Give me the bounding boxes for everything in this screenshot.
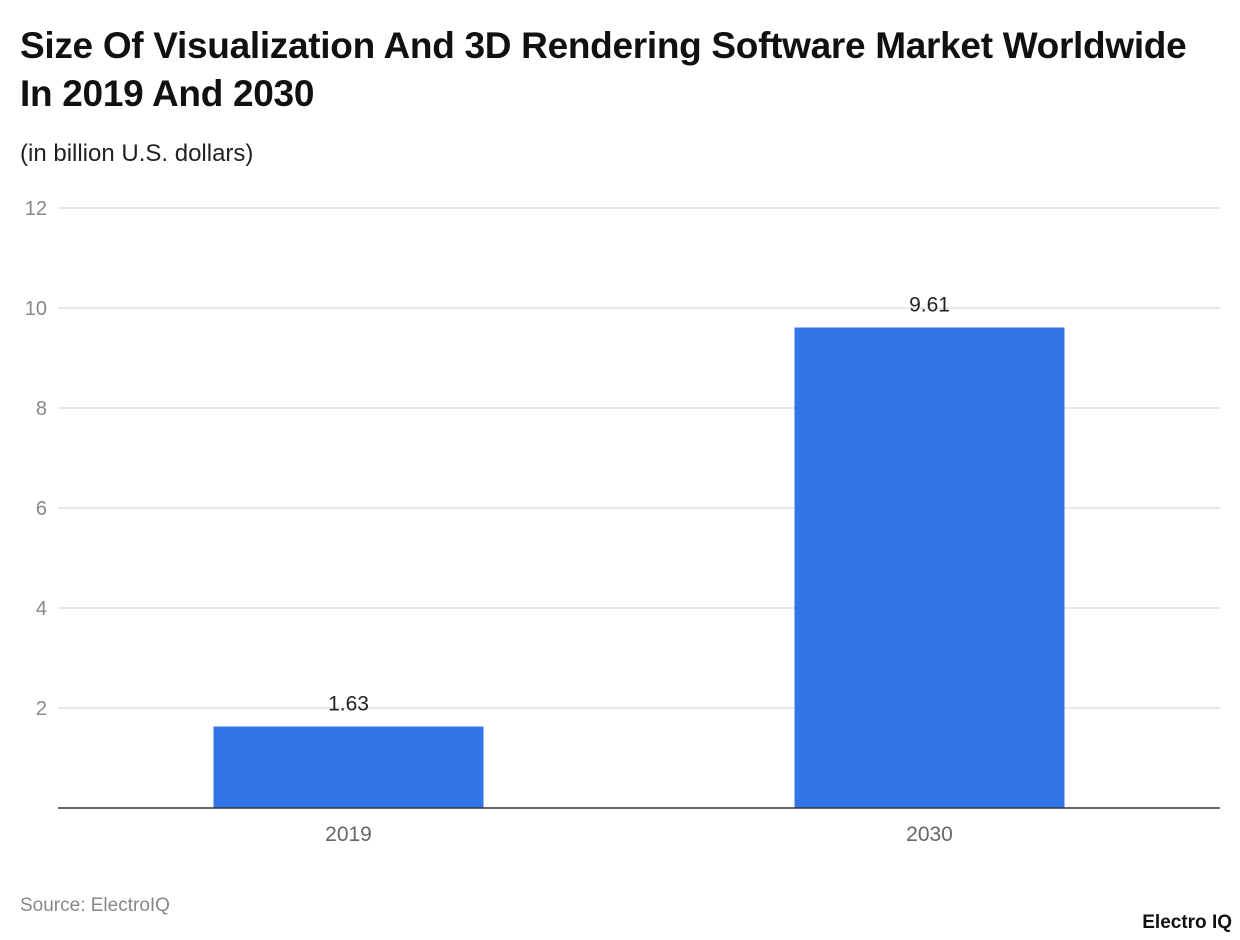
source-note: Source: ElectroIQ	[20, 895, 170, 916]
data-label: 9.61	[909, 294, 950, 317]
y-tick-label: 12	[25, 198, 47, 220]
y-tick-label: 6	[36, 498, 47, 520]
data-label: 1.63	[328, 693, 369, 716]
y-tick-label: 10	[25, 298, 47, 320]
bar-2019	[213, 726, 484, 808]
electroiq-logo: Electro IQ	[1142, 912, 1232, 933]
y-tick-label: 8	[36, 398, 47, 420]
y-tick-label: 4	[36, 598, 47, 620]
chart-title: Size Of Visualization And 3D Rendering S…	[20, 25, 1187, 114]
x-tick-label: 2019	[325, 823, 372, 846]
x-tick-label: 2030	[906, 823, 953, 846]
chart-subtitle: (in billion U.S. dollars)	[20, 140, 254, 167]
bar-2030	[794, 327, 1065, 808]
y-tick-label: 2	[36, 698, 47, 720]
